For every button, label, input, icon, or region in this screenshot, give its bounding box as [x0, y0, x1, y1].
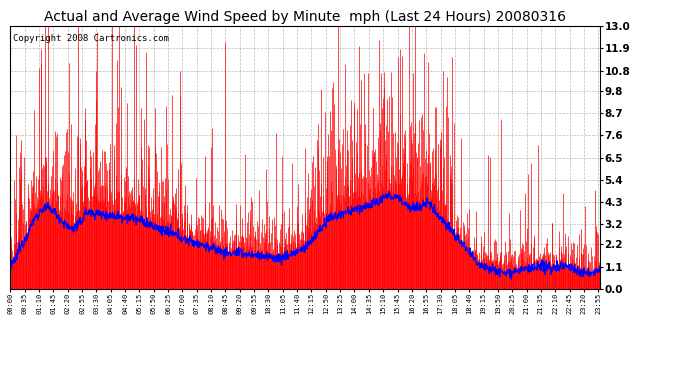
- Text: Copyright 2008 Cartronics.com: Copyright 2008 Cartronics.com: [13, 34, 169, 43]
- Title: Actual and Average Wind Speed by Minute  mph (Last 24 Hours) 20080316: Actual and Average Wind Speed by Minute …: [44, 10, 566, 24]
